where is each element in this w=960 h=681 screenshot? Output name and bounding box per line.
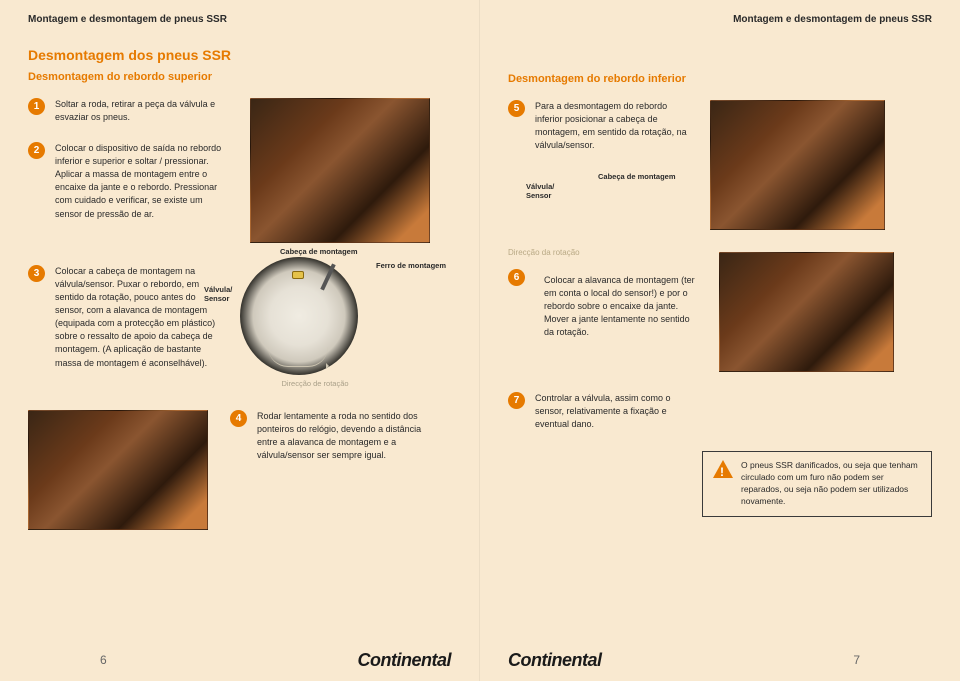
step-num-1: 1 <box>28 98 45 115</box>
step-text-1: Soltar a roda, retirar a peça da válvula… <box>55 98 223 124</box>
step-num-5: 5 <box>508 100 525 117</box>
step-num-7: 7 <box>508 392 525 409</box>
warning-text: O pneus SSR danificados, ou seja que ten… <box>741 460 923 508</box>
step-num-4: 4 <box>230 410 247 427</box>
dia-head-top-label: Cabeça de montagem <box>280 247 358 256</box>
warning-icon: ! <box>713 460 733 478</box>
step-text-3: Colocar a cabeça de montagem na válvula/… <box>55 265 220 369</box>
step-num-2: 2 <box>28 142 45 159</box>
step-3: 3 Colocar a cabeça de montagem na válvul… <box>28 265 220 388</box>
step-5: 5 Para a desmontagem do rebordo inferior… <box>508 100 932 230</box>
diagram-left: Cabeça de montagem Válvula/ Sensor Ferro… <box>240 257 390 388</box>
subsection-title-right: Desmontagem do rebordo inferior <box>508 73 932 86</box>
step-num-3: 3 <box>28 265 45 282</box>
step-text-5: Para a desmontagem do rebordo inferior p… <box>535 100 690 152</box>
dia-rotation-label: Direcção de rotação <box>240 379 390 388</box>
step-4: 4 Rodar lentamente a roda no sentido dos… <box>230 410 425 462</box>
photo-step6 <box>719 252 894 372</box>
header-left: Montagem e desmontagem de pneus SSR <box>28 14 451 25</box>
brand-right: Continental <box>508 650 602 671</box>
photo-step2 <box>250 98 430 243</box>
step-text-6: Colocar a alavanca de montagem (ter em c… <box>544 274 699 339</box>
subsection-title-left: Desmontagem do rebordo superior <box>28 71 451 84</box>
dia-r-head-label: Cabeça de montagem <box>598 172 676 181</box>
step-7: 7 Controlar a válvula, assim como o sens… <box>508 392 932 431</box>
dia-r-valve-label: Válvula/ Sensor <box>526 182 554 200</box>
dia-valve-label: Válvula/ Sensor <box>204 285 232 303</box>
step-text-4: Rodar lentamente a roda no sentido dos p… <box>257 410 425 462</box>
step-num-6: 6 <box>508 269 525 286</box>
step-1: 1 Soltar a roda, retirar a peça da válvu… <box>28 98 228 124</box>
section-title: Desmontagem dos pneus SSR <box>28 47 451 63</box>
step-text-2: Colocar o dispositivo de saída no rebord… <box>55 142 223 220</box>
step-text-7: Controlar a válvula, assim como o sensor… <box>535 392 690 431</box>
page-num-right: 7 <box>853 653 860 667</box>
photo-step4 <box>28 410 208 530</box>
brand-left: Continental <box>358 650 452 671</box>
dia-iron-label: Ferro de montagem <box>376 261 446 270</box>
step-6: Direcção da rotação 6 Colocar a alavanca… <box>508 252 932 372</box>
step-2: 2 Colocar o dispositivo de saída no rebo… <box>28 142 228 220</box>
page-num-left: 6 <box>100 653 107 667</box>
warning-box: ! O pneus SSR danificados, ou seja que t… <box>702 451 932 517</box>
dia-r-rotation-label: Direcção da rotação <box>508 248 608 257</box>
header-right: Montagem e desmontagem de pneus SSR <box>508 14 932 25</box>
photo-step5 <box>710 100 885 230</box>
